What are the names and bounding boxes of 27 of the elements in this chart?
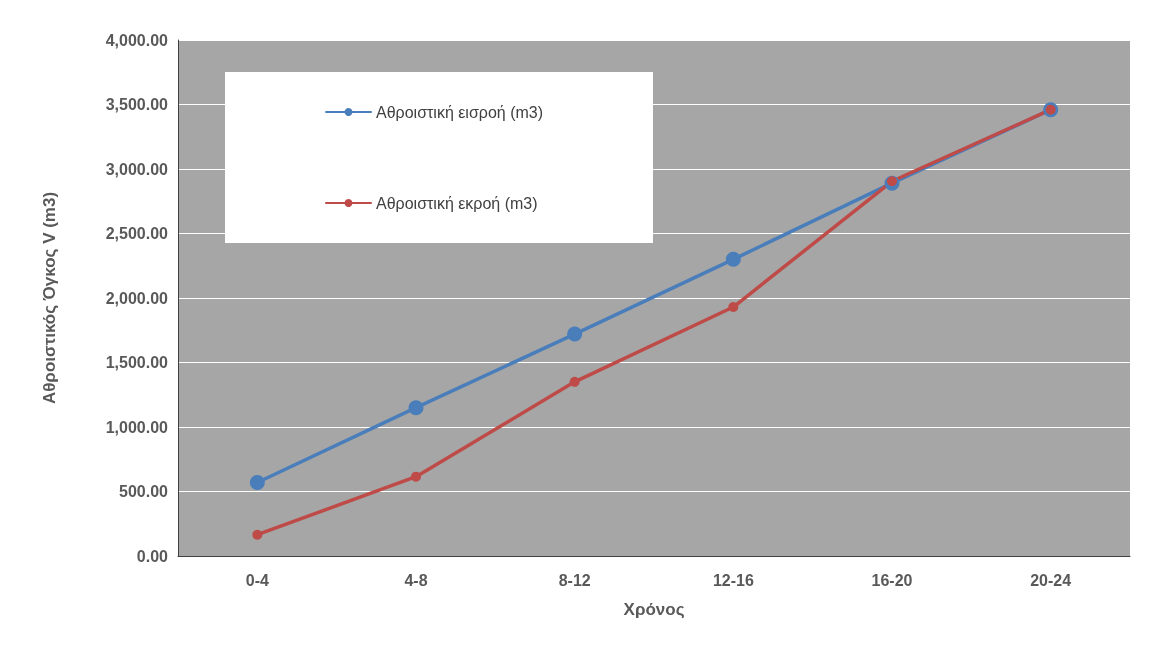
y-axis-title: Αθροιστικός Όγκος V (m3): [40, 191, 59, 405]
point: [249, 474, 265, 490]
y-tick-label: 0.00: [136, 547, 169, 565]
point: [567, 326, 583, 342]
y-tick-label: 2,000.00: [105, 289, 169, 307]
point: [408, 400, 424, 416]
point: [725, 251, 741, 267]
x-tick-label: 4-8: [404, 571, 428, 589]
x-tick-label: 0-4: [245, 571, 269, 589]
legend-label: Αθροιστική εκροή (m3): [376, 194, 538, 212]
point: [252, 529, 263, 540]
x-tick-label: 16-20: [871, 571, 913, 589]
legend-label: Αθροιστική εισροή (m3): [376, 103, 544, 121]
x-tick-label: 8-12: [558, 571, 591, 589]
y-tick-label: 4,000.00: [105, 31, 169, 49]
y-tick-label: 500.00: [119, 483, 169, 500]
y-tick-label: 3,500.00: [105, 96, 169, 113]
point: [728, 302, 739, 313]
x-axis-title: Χρόνος: [623, 600, 685, 619]
y-tick-label: 2,500.00: [105, 225, 169, 242]
point: [411, 471, 421, 482]
x-tick-label: 12-16: [712, 571, 754, 589]
y-tick-label: 1,500.00: [105, 354, 169, 371]
point: [569, 376, 580, 387]
x-tick-label: 20-24: [1030, 571, 1072, 589]
y-tick-label: 1,000.00: [105, 418, 169, 436]
y-tick-label: 3,000.00: [105, 160, 169, 178]
